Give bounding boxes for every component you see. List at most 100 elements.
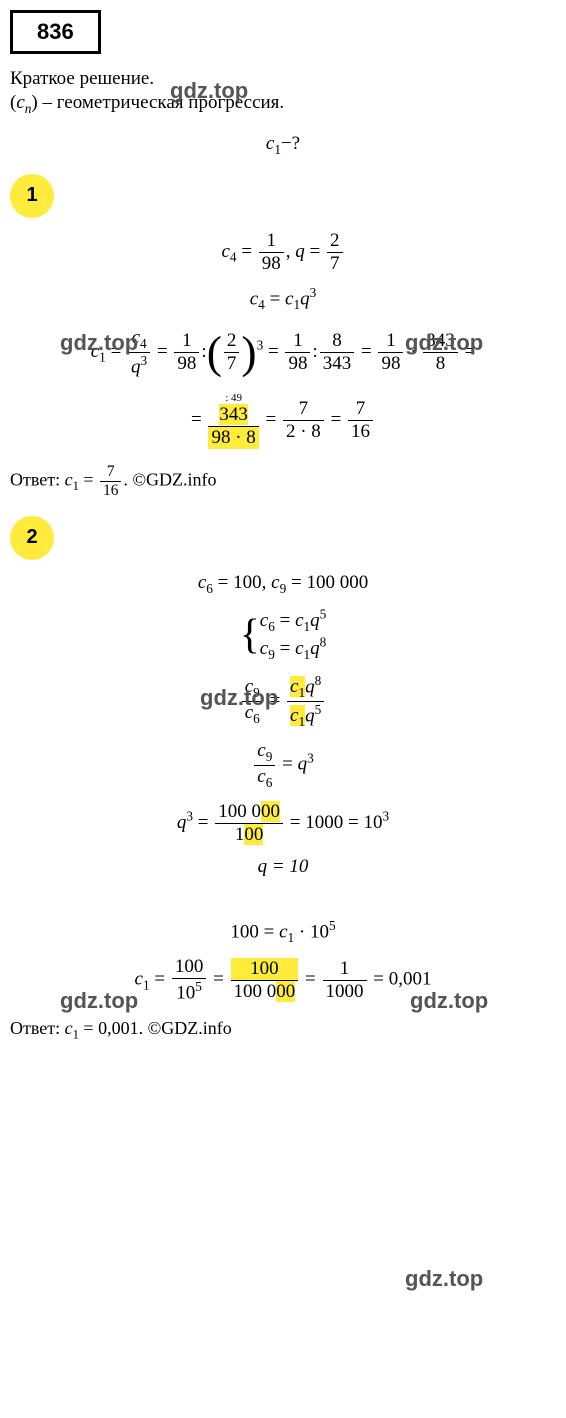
frac: 27 [224,330,240,375]
den: 105 [172,979,207,1004]
div49: : 49 [211,392,255,404]
l1: 100 = [230,921,279,942]
den: 8 [423,353,458,375]
frac: 716 [100,463,121,500]
q: q [305,676,315,697]
num: 7 [348,398,373,421]
q: q [310,610,320,631]
sub6: 6 [206,581,213,596]
exp: 5 [195,979,202,994]
frac-1-98: 198 [259,230,284,275]
den: 98 [285,353,310,375]
frac: 198 [378,330,403,375]
step1-answer: Ответ: c1 = 716. ©GDZ.info [10,463,556,500]
step2-system: { c6 = c1q5 c9 = c1q8 [10,607,556,663]
eq: = [213,572,233,593]
result: 0,001 [389,968,432,989]
c: c [260,638,268,659]
exp3: 3 [141,353,148,368]
q: q [300,288,310,309]
step2-ratio2: c9c6 = q3 [10,740,556,791]
den: 100 000 [231,981,299,1003]
watermark: gdz.top [170,78,248,104]
frac-lhs: c9c6 [254,740,275,791]
eq: = [79,469,98,489]
eq: = [191,409,206,430]
c: c [260,610,268,631]
solution-title: Краткое решение. [10,68,556,90]
exp: 8 [315,673,322,688]
lparen: ( [207,326,222,377]
sub1: 1 [143,977,150,992]
eq: = [193,812,213,833]
sys-row1: c6 = c1q5 [260,610,327,631]
eq: = [369,968,389,989]
pre: 1 [235,824,245,845]
eq: = 0,001 [79,1018,139,1038]
question-line: c1−? [10,133,556,158]
answer-label: Ответ: [10,1018,65,1038]
den: 98 · 8 [208,427,258,449]
num: 2 [224,330,240,353]
c9: c [271,572,279,593]
watermark: gdz.top [60,330,138,356]
den: 7 [224,353,240,375]
eq2: = [305,240,325,261]
step2-solve1: 100 = c1 · 105 [10,918,556,946]
watermark: gdz.top [200,685,278,711]
step-badge-1: 1 [10,174,54,218]
hl: 00 [244,824,263,845]
pre: 100 0 [218,801,261,822]
ten: 10 [176,982,195,1003]
step2-ratio1: c9c6 = c1q8c1q5 [10,673,556,730]
c4-var: c [221,240,229,261]
sub4: 4 [140,336,147,351]
num: 1 [259,230,284,253]
step-badge-2: 2 [10,516,54,560]
c1: c [279,921,287,942]
c1: c [65,469,73,489]
num: 7 [100,463,121,482]
c1: c [295,638,303,659]
q: q [177,812,187,833]
r1: 1000 = 10 [305,812,382,833]
num: 1 [323,958,367,981]
step1-calc-line2: = : 4934398 · 8 = 72 · 8 = 716 [10,392,556,449]
c: c [257,766,265,787]
eq: = [261,409,281,430]
num: 7 [283,398,324,421]
frac: 198 [174,330,199,375]
frac: 72 · 8 [283,398,324,443]
answer-label: Ответ: [10,469,65,489]
eq: = [300,968,320,989]
frac: 716 [348,398,373,443]
step2-q10: q = 10 [10,856,556,878]
frac-2-7: 27 [327,230,343,275]
sub4: 4 [258,297,265,312]
den: 2 · 8 [283,421,324,443]
watermark: gdz.top [405,1266,483,1292]
period: . ©GDZ.info [139,1018,232,1038]
hl: 00 [276,981,295,1002]
c1: c [65,1018,73,1038]
frac: 100105 [172,956,207,1004]
den: 98 [378,353,403,375]
dot10: · 10 [294,921,329,942]
q10: q = 10 [258,856,309,877]
exp3: 3 [307,750,314,765]
hl: c1 [290,676,305,697]
hl: 00 [261,801,280,822]
eq: = [275,610,295,631]
frac: 198 [285,330,310,375]
eq: = [356,341,376,362]
exp5: 5 [320,607,327,622]
step1-formula: c4 = c1q3 [10,285,556,313]
den: 98 [174,353,199,375]
var-c: c [16,92,24,113]
num: 8 [320,330,355,353]
num: 100 000 [215,801,283,824]
num: 1 [378,330,403,353]
sub-1: 1 [274,142,281,157]
sub: 6 [253,711,260,726]
sub: 6 [266,775,273,790]
